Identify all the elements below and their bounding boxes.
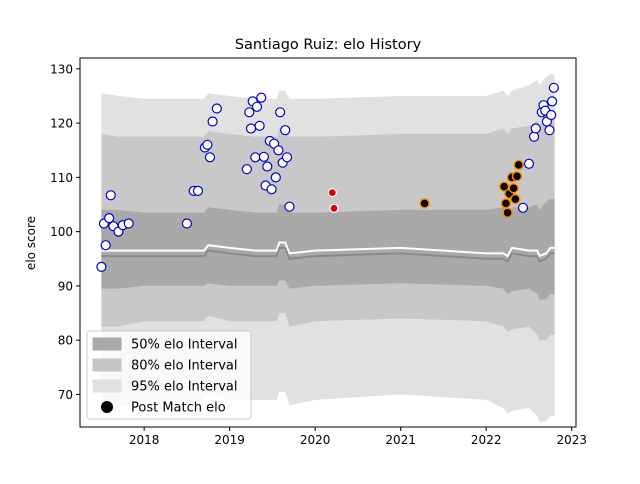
post-match-points: [96, 82, 559, 272]
data-point: [284, 201, 295, 212]
y-axis-label: elo score: [24, 216, 38, 270]
data-point: [207, 116, 218, 127]
chart-title: Santiago Ruiz: elo History: [235, 37, 422, 53]
data-point: [511, 171, 523, 182]
data-point: [204, 152, 216, 163]
data-point: [241, 164, 252, 175]
data-point: [105, 190, 116, 201]
data-point: [544, 125, 555, 136]
legend: 50% elo Interval 80% elo Interval 95% elo …: [86, 330, 252, 420]
data-point: [530, 123, 541, 134]
y-tick-label: 80: [58, 334, 73, 348]
data-point: [508, 182, 519, 194]
plot-frame: [79, 57, 577, 428]
median-line: [101, 241, 555, 258]
data-point: [510, 193, 521, 205]
data-point: [500, 198, 512, 209]
data-point: [517, 202, 529, 213]
data-point: [96, 261, 107, 272]
y-tick-label: 130: [50, 62, 73, 76]
legend-swatch: [92, 337, 122, 351]
data-point: [211, 103, 222, 114]
data-point: [245, 123, 257, 134]
x-axis: 2018 2019 2020 2021 2022 2023: [129, 427, 587, 447]
data-point: [100, 240, 111, 251]
legend-label: 80% elo Interval: [131, 359, 238, 374]
data-point: [275, 107, 286, 118]
x-tick-label: 2022: [471, 433, 502, 447]
data-point: [502, 207, 513, 218]
data-point: [419, 198, 430, 209]
data-point: [523, 158, 535, 169]
data-point: [262, 161, 273, 172]
data-point: [546, 109, 557, 121]
x-tick-label: 2021: [385, 433, 416, 447]
x-tick-label: 2018: [129, 433, 160, 447]
legend-label: 95% elo Interval: [131, 380, 238, 395]
data-point: [103, 213, 115, 224]
x-tick-label: 2019: [214, 433, 245, 447]
y-tick-label: 100: [50, 225, 73, 239]
legend-swatch: [92, 358, 122, 372]
y-tick-label: 90: [58, 279, 73, 293]
data-point: [273, 145, 284, 156]
y-tick-label: 70: [58, 388, 73, 402]
data-point: [528, 131, 540, 142]
data-point: [192, 185, 204, 196]
x-tick-label: 2023: [556, 433, 587, 447]
median-lower-line: [101, 246, 555, 263]
data-point: [256, 92, 267, 103]
data-point: [546, 96, 558, 107]
y-tick-label: 120: [50, 117, 73, 131]
legend-box: [86, 330, 252, 420]
y-tick-label: 110: [50, 171, 73, 185]
data-point: [250, 152, 261, 163]
data-point: [548, 82, 559, 93]
legend-marker: [101, 401, 113, 413]
data-point: [202, 139, 213, 150]
data-point: [513, 159, 524, 171]
data-point: [270, 172, 281, 183]
legend-swatch: [92, 379, 122, 393]
data-point: [281, 152, 293, 163]
data-point: [266, 184, 277, 195]
x-tick-label: 2020: [300, 433, 331, 447]
data-point: [123, 218, 134, 229]
data-point: [181, 218, 192, 229]
data-point: [280, 125, 291, 136]
y-axis: 70 80 90 100 110 120 130: [50, 62, 80, 402]
data-point: [258, 151, 269, 162]
data-point: [329, 203, 339, 213]
data-point: [254, 120, 265, 131]
legend-label: Post Match elo: [131, 401, 226, 416]
legend-label: 50% elo Interval: [131, 338, 238, 353]
data-point: [327, 188, 337, 198]
data-point: [244, 107, 255, 118]
data-point: [251, 101, 263, 112]
